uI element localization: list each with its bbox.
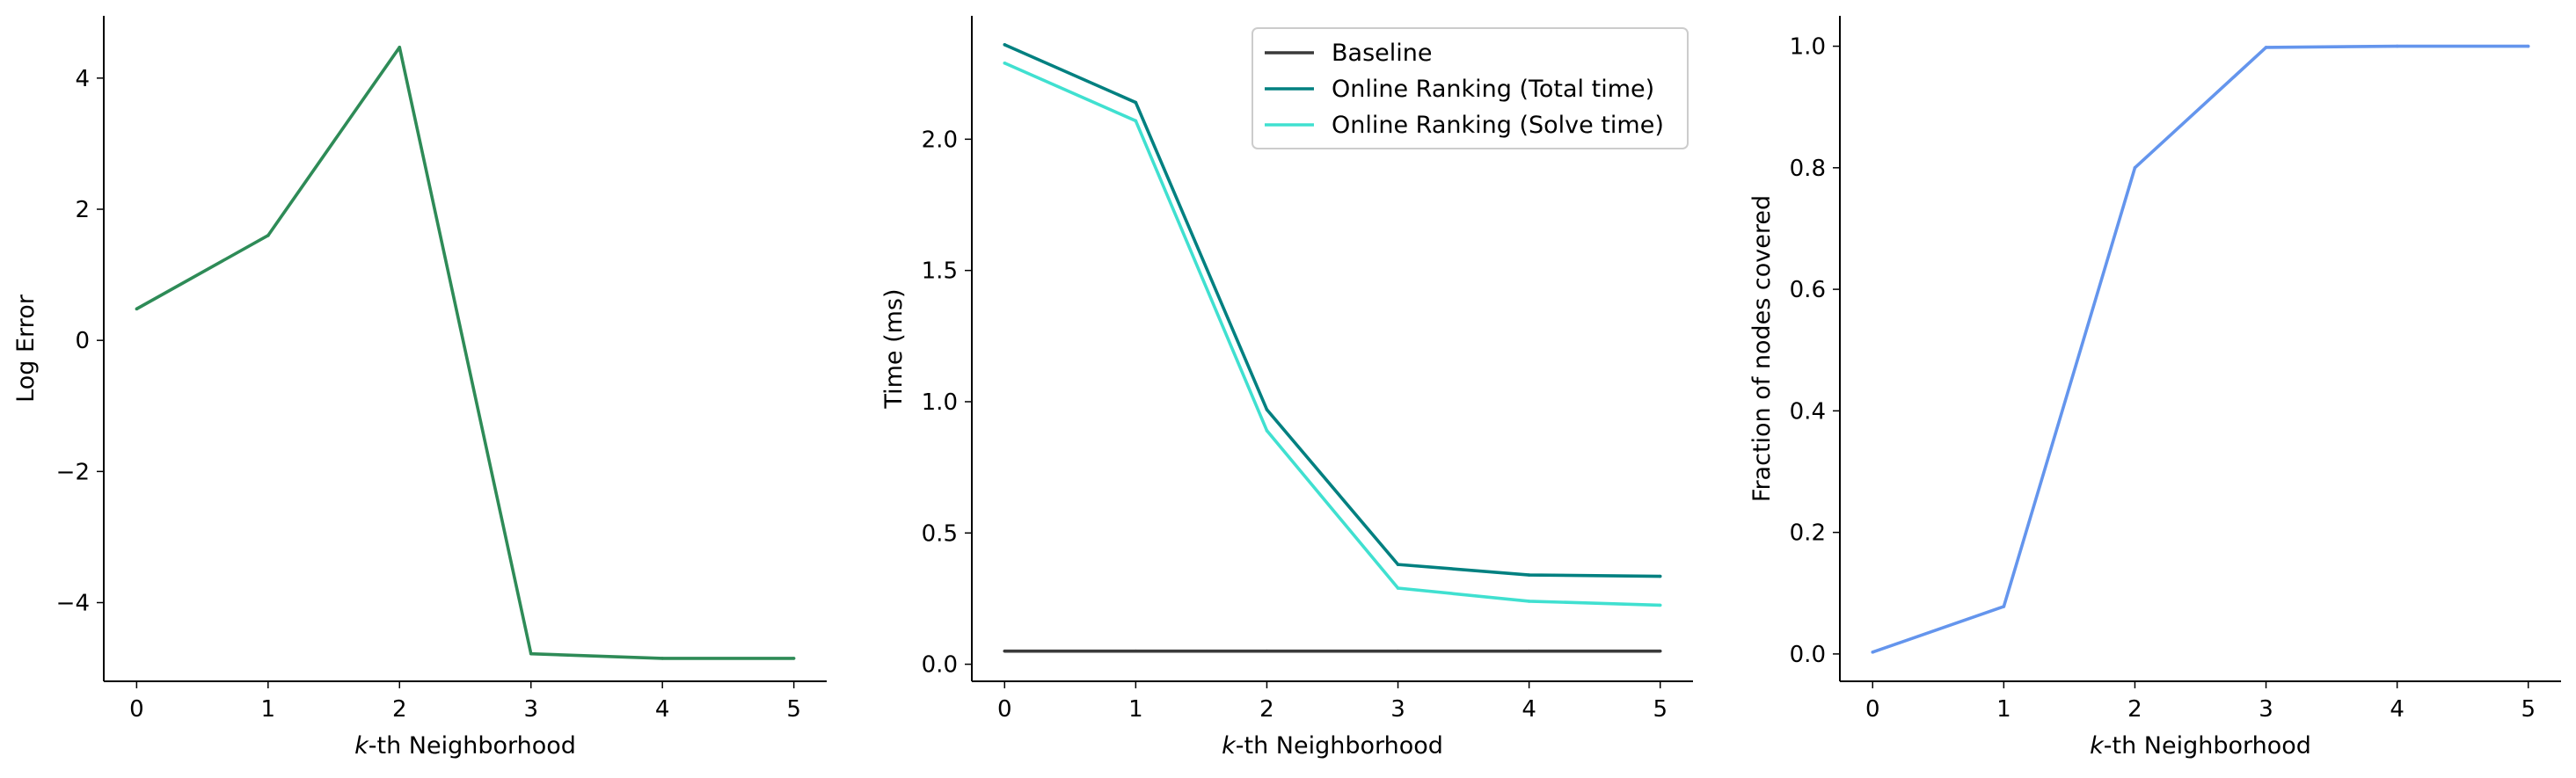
- y-tick-label: 0.0: [1790, 642, 1826, 668]
- series-line: [1003, 43, 1660, 578]
- data-point: [1003, 61, 1007, 65]
- x-tick-label: 4: [2390, 696, 2405, 723]
- data-point: [1265, 408, 1269, 411]
- x-tick-label: 3: [523, 696, 538, 723]
- x-tick-label: 0: [997, 696, 1012, 723]
- series-line: [1872, 44, 2529, 654]
- data-point: [1871, 651, 1875, 654]
- x-tick-label: 5: [2521, 696, 2536, 723]
- series-line: [135, 45, 794, 660]
- data-point: [660, 657, 664, 660]
- x-tick-label: 2: [392, 696, 407, 723]
- x-tick-label: 0: [1865, 696, 1880, 723]
- chart-panel-3: 0 1 2 3 4 5 0.0 0.2 0.4 0.6 0.8 1.0 k-th Neighborhoo…: [1748, 16, 2561, 760]
- x-tick-label: 4: [655, 696, 670, 723]
- legend-label: Online Ranking (Solve time): [1332, 112, 1664, 139]
- chart-panel-1: 0 1 2 3 4 5 −4 −2 0 2 4 k-th Neighborhood Log Error: [12, 16, 827, 760]
- x-axis-title-text: -th Neighborhood: [1236, 732, 1443, 760]
- data-point: [135, 307, 139, 311]
- data-point: [1527, 573, 1531, 577]
- x-tick-label: 3: [2259, 696, 2273, 723]
- data-point: [792, 657, 796, 660]
- data-point: [398, 45, 402, 49]
- y-tick-label: 0.8: [1790, 156, 1826, 182]
- y-tick-label: 4: [75, 66, 90, 92]
- legend-frame: [1252, 27, 1689, 149]
- legend-label: Baseline: [1332, 40, 1432, 67]
- data-point: [2395, 44, 2399, 48]
- data-point: [1134, 649, 1138, 653]
- y-tick-label: 2.0: [922, 127, 958, 153]
- data-point: [2002, 605, 2006, 608]
- x-axis-title: k-th Neighborhood: [354, 732, 576, 760]
- data-point: [1134, 119, 1138, 123]
- legend: Baseline Online Ranking (Total time) Onlin…: [1252, 27, 1689, 149]
- x-tick-label: 5: [1653, 696, 1667, 723]
- y-tick-label: 0.2: [1790, 520, 1826, 547]
- x-axis-title-variable: k: [2090, 732, 2105, 760]
- x-axis-title-text: -th Neighborhood: [2104, 732, 2311, 760]
- data-point: [2264, 46, 2268, 49]
- data-point: [1396, 563, 1400, 566]
- data-point: [266, 234, 270, 237]
- y-tick-label: 2: [75, 197, 90, 223]
- data-point: [1396, 586, 1400, 590]
- x-tick-label: 1: [261, 696, 276, 723]
- x-tick-label: 2: [1259, 696, 1274, 723]
- y-tick-label: −4: [56, 591, 90, 617]
- data-point: [529, 651, 533, 656]
- chart-panel-2: 0 1 2 3 4 5 0.0 0.5 1.0 1.5 2.0 k-th Neighborhood Ti…: [880, 16, 1693, 760]
- x-tick-label: 3: [1390, 696, 1405, 723]
- series-line: [1003, 62, 1660, 607]
- y-tick-label: 0.4: [1790, 398, 1826, 425]
- data-point: [2526, 44, 2530, 48]
- y-tick-label: 0.0: [922, 652, 958, 679]
- data-point: [1527, 649, 1531, 653]
- x-tick-label: 1: [1996, 696, 2011, 723]
- y-tick-label: 1.5: [922, 258, 958, 285]
- y-axis-title: Log Error: [12, 294, 40, 403]
- y-tick-label: 0.6: [1790, 277, 1826, 303]
- y-axis-title: Fraction of nodes covered: [1748, 195, 1776, 502]
- data-point: [1658, 603, 1662, 607]
- x-axis-title-variable: k: [354, 732, 369, 760]
- y-tick-label: 0.5: [922, 520, 958, 547]
- data-point: [1003, 43, 1007, 47]
- data-point: [1658, 574, 1662, 578]
- data-point: [1527, 600, 1531, 603]
- y-tick-label: 0: [75, 328, 90, 354]
- data-point: [1658, 649, 1662, 653]
- y-tick-label: 1.0: [1790, 34, 1826, 61]
- x-axis-title: k-th Neighborhood: [1222, 732, 1443, 760]
- x-tick-label: 0: [129, 696, 144, 723]
- y-tick-label: −2: [56, 459, 90, 485]
- x-axis-title-text: -th Neighborhood: [369, 732, 576, 760]
- legend-label: Online Ranking (Total time): [1332, 76, 1654, 103]
- x-tick-label: 2: [2127, 696, 2142, 723]
- data-point: [2133, 166, 2137, 170]
- data-point: [1396, 649, 1400, 653]
- data-point: [1265, 429, 1269, 433]
- x-tick-label: 5: [786, 696, 801, 723]
- y-axis-title: Time (ms): [880, 288, 908, 409]
- x-tick-label: 4: [1522, 696, 1536, 723]
- y-tick-label: 1.0: [922, 389, 958, 416]
- data-point: [1265, 649, 1269, 653]
- data-point: [1003, 649, 1007, 653]
- x-tick-label: 1: [1128, 696, 1143, 723]
- x-axis-title: k-th Neighborhood: [2090, 732, 2311, 760]
- data-point: [1134, 100, 1138, 105]
- x-axis-title-variable: k: [1222, 732, 1237, 760]
